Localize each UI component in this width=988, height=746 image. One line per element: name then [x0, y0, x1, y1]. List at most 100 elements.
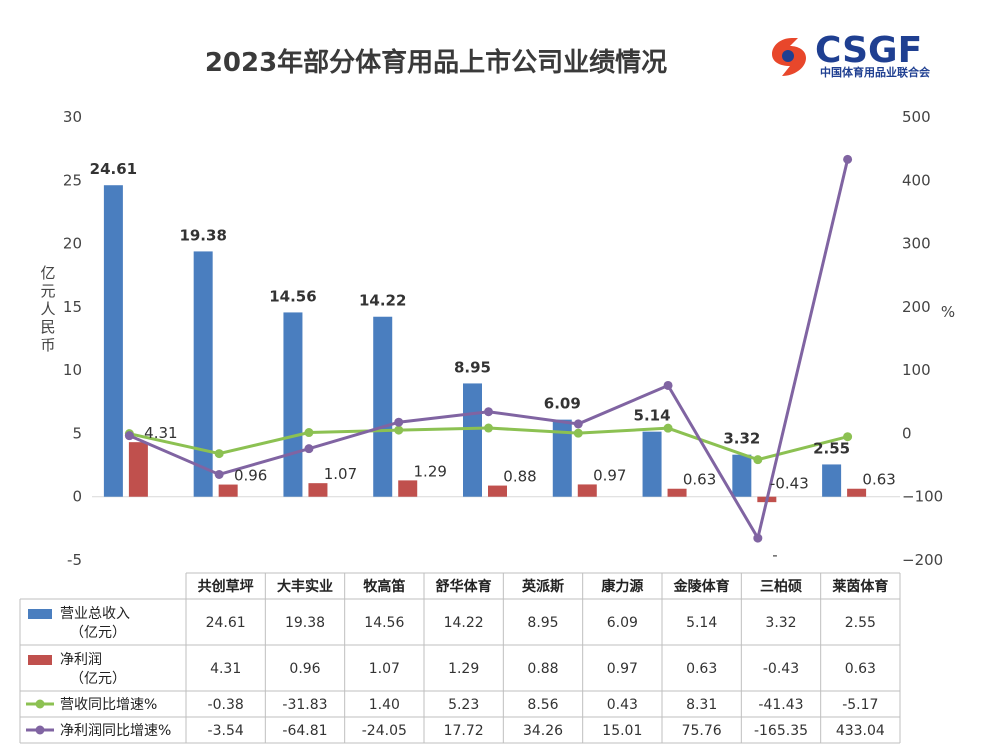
- revenue-bar: [552, 419, 572, 497]
- data-labels: 24.61 19.38 14.56 14.22 8.95 6.09 5.14 3.32 2.55…: [90, 160, 896, 492]
- table-cell: 0.88: [527, 661, 558, 677]
- logo-subtitle: 中国体育用品业联合会: [820, 65, 931, 79]
- revenue-growth-point: [753, 455, 763, 465]
- profit-label: 0.97: [593, 466, 626, 484]
- profit-growth-point: [663, 380, 673, 390]
- table-cell: 0.97: [607, 661, 638, 677]
- legend-marker: [35, 699, 45, 709]
- legend-label: 营收同比增速%: [60, 697, 157, 713]
- y-right-tick: −100: [902, 488, 943, 506]
- table-cell: -0.43: [763, 661, 799, 677]
- table-cell: 0.43: [607, 697, 638, 713]
- y-axis-left-label: 亿元人民币: [40, 264, 55, 354]
- table-header-cell: 共创草坪: [198, 578, 254, 595]
- revenue-label: 19.38: [179, 226, 226, 244]
- y-axis-right: 500 400 300 200 100 0 −100 −200: [902, 108, 943, 569]
- table-cell: 1.29: [448, 661, 479, 677]
- table-header-cell: 牧高笛: [363, 578, 405, 595]
- legend-label-unit: （亿元）: [70, 625, 126, 641]
- revenue-growth-point: [394, 425, 404, 435]
- table-cell: 14.56: [364, 615, 404, 631]
- profit-bar: [218, 484, 238, 497]
- table-cell: 2.55: [845, 615, 876, 631]
- y-left-tick: 0: [72, 488, 82, 506]
- profit-label: 0.88: [503, 468, 536, 486]
- table-cell: -41.43: [758, 697, 803, 713]
- profit-growth-point: [843, 154, 853, 164]
- profit-growth-point: [753, 533, 763, 543]
- table-header-cell: 金陵体育: [673, 578, 730, 595]
- table-cell: 0.96: [289, 661, 320, 677]
- table-cell: 17.72: [444, 723, 484, 739]
- revenue-label: 6.09: [544, 395, 581, 413]
- y-left-tick: 30: [63, 108, 82, 126]
- table-cell: 5.14: [686, 615, 717, 631]
- y-axis-right-label: %: [941, 303, 955, 321]
- revenue-bar: [732, 454, 752, 497]
- table-cell: -31.83: [282, 697, 327, 713]
- y-left-tick: 20: [63, 235, 82, 253]
- profit-growth-point: [394, 417, 404, 427]
- y-right-tick: 200: [902, 298, 931, 316]
- table-cell: 1.40: [369, 697, 400, 713]
- profit-bar: [308, 483, 328, 497]
- revenue-label: 14.22: [359, 292, 406, 310]
- revenue-bar: [283, 312, 303, 497]
- table-cell: 5.23: [448, 697, 479, 713]
- stray-mark: -: [772, 546, 777, 564]
- profit-bar: [128, 442, 148, 497]
- profit-bar: [488, 485, 507, 497]
- y-right-tick: 300: [902, 235, 931, 253]
- revenue-label: 2.55: [813, 439, 850, 457]
- revenue-growth-point: [304, 428, 314, 438]
- profit-growth-point: [304, 444, 314, 454]
- y-left-tick: 15: [63, 298, 82, 316]
- table-cell: 14.22: [444, 615, 484, 631]
- revenue-growth-point: [214, 449, 224, 459]
- legend-label: 净利润同比增速%: [60, 723, 171, 739]
- profit-bar: [577, 484, 597, 497]
- profit-bar: [398, 480, 418, 497]
- logo-text: CSGF: [815, 30, 922, 71]
- y-right-tick: 0: [902, 424, 912, 442]
- table-cell: -5.17: [842, 697, 878, 713]
- y-left-label-text: 亿元人民币: [40, 264, 55, 354]
- table-cell: -64.81: [282, 723, 327, 739]
- table-cell: -0.38: [208, 697, 244, 713]
- table-header-cell: 康力源: [601, 578, 643, 595]
- table-cell: 24.61: [206, 615, 246, 631]
- logo-emblem-icon: [772, 38, 806, 76]
- y-right-tick: −200: [902, 551, 943, 569]
- line-series: [124, 154, 853, 543]
- revenue-label: 24.61: [90, 160, 137, 178]
- table-cell: 1.07: [369, 661, 400, 677]
- table-cell: -165.35: [754, 723, 808, 739]
- revenue-growth-point: [484, 423, 493, 433]
- profit-growth-point: [573, 419, 583, 429]
- table-cell: 0.63: [686, 661, 717, 677]
- profit-label: 4.31: [144, 424, 177, 442]
- profit-label: 0.63: [683, 471, 716, 489]
- table-header-cell: 英派斯: [521, 578, 564, 595]
- revenue-bar: [822, 464, 842, 497]
- legend-label: 营业总收入: [60, 606, 130, 622]
- profit-label: 0.63: [862, 471, 895, 489]
- revenue-label: 8.95: [454, 358, 491, 376]
- profit-growth-point: [484, 407, 493, 417]
- csgf-logo: CSGF 中国体育用品业联合会: [772, 30, 931, 79]
- y-left-tick: 25: [63, 171, 82, 189]
- revenue-label: 14.56: [269, 287, 316, 305]
- table-cell: 433.04: [836, 723, 885, 739]
- table-cell: -3.54: [208, 723, 244, 739]
- table-header-cell: 大丰实业: [277, 578, 333, 595]
- legend-marker: [35, 725, 45, 735]
- profit-label: 1.07: [324, 465, 357, 483]
- legend-swatch: [28, 655, 52, 665]
- legend-label-unit: （亿元）: [70, 671, 126, 687]
- table-cell: 8.31: [686, 697, 717, 713]
- revenue-label: 3.32: [723, 430, 760, 448]
- y-left-tick: -5: [67, 551, 82, 569]
- revenue-bar: [193, 251, 213, 497]
